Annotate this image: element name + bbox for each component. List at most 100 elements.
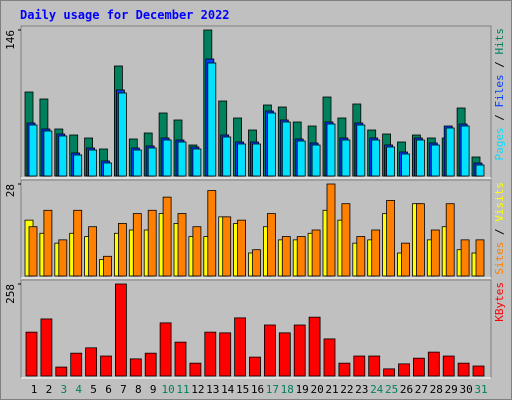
bar [144, 352, 157, 377]
bar [445, 127, 455, 177]
x-tick-label: 6 [105, 383, 112, 396]
bar [356, 124, 366, 177]
x-tick-label: 21 [325, 383, 338, 396]
bar [475, 239, 485, 277]
bar [371, 229, 381, 277]
x-tick-label: 23 [355, 383, 368, 396]
bar [40, 318, 53, 377]
bar [43, 130, 53, 177]
bar [174, 341, 187, 377]
y-tick-label: 146 [4, 30, 17, 50]
bar [237, 143, 247, 177]
x-tick-label: 3 [60, 383, 67, 396]
y-tick-label: 258 [4, 284, 17, 304]
x-tick-label: 30 [459, 383, 472, 396]
x-tick-label: 27 [415, 383, 428, 396]
bar [88, 226, 97, 277]
bar [308, 316, 321, 377]
x-tick-label: 20 [310, 383, 323, 396]
bar [162, 196, 172, 277]
bar [25, 331, 38, 377]
bar [326, 123, 336, 177]
bar [323, 338, 336, 377]
legend-separator: / [493, 222, 506, 242]
bar [177, 141, 187, 177]
bar [386, 146, 396, 177]
bar [58, 135, 68, 177]
legend-separator: / [493, 108, 506, 128]
x-tick-label: 29 [445, 383, 458, 396]
bar [103, 255, 112, 277]
bar [192, 148, 202, 177]
bar [43, 209, 53, 277]
bar [252, 143, 261, 177]
x-tick-label: 18 [281, 383, 294, 396]
bar [132, 213, 142, 277]
bar [430, 229, 440, 277]
bar [28, 124, 38, 177]
bar [311, 144, 321, 177]
bar [281, 236, 291, 277]
bar [177, 213, 187, 277]
legend: Pages / Files / Hits [493, 28, 506, 161]
bar [311, 229, 321, 277]
bar [353, 355, 366, 377]
bar [73, 154, 83, 177]
bar [204, 331, 217, 377]
x-tick-label: 24 [370, 383, 384, 396]
bar [252, 249, 261, 277]
bar [442, 355, 455, 377]
legend-entry: KBytes [493, 282, 506, 322]
bar [472, 365, 485, 377]
legend-separator: / [493, 55, 506, 75]
bar [460, 239, 470, 277]
bar [401, 242, 410, 277]
bar [115, 283, 127, 377]
x-tick-label: 5 [90, 383, 97, 396]
bar [266, 213, 276, 277]
bar [341, 139, 351, 177]
x-tick-label: 12 [191, 383, 204, 396]
x-tick-label: 2 [46, 383, 53, 396]
y-tick-label: 28 [4, 184, 17, 197]
legend: Sites / Visits [493, 182, 506, 275]
bar [237, 219, 247, 277]
x-tick-label: 26 [400, 383, 413, 396]
x-tick-label: 7 [120, 383, 127, 396]
bar [88, 149, 97, 177]
bar [293, 324, 306, 377]
bar [222, 216, 232, 277]
bar [427, 351, 440, 377]
bar [415, 139, 425, 177]
bar [70, 352, 83, 377]
bar [207, 190, 217, 277]
bar [85, 347, 97, 377]
x-tick-label: 13 [206, 383, 219, 396]
x-tick-label: 1 [31, 383, 38, 396]
x-tick-label: 10 [161, 383, 174, 396]
legend-entry: Sites [493, 242, 506, 275]
bar [263, 324, 276, 377]
bar [412, 357, 425, 377]
x-tick-label: 17 [266, 383, 279, 396]
bar [222, 136, 232, 177]
bar [383, 368, 396, 377]
x-tick-label: 11 [176, 383, 189, 396]
bar [58, 239, 68, 277]
chart-title: Daily usage for December 2022 [20, 8, 230, 22]
bar [234, 317, 247, 377]
bar [129, 358, 142, 377]
bar [73, 209, 83, 277]
bar [159, 322, 172, 377]
bar [266, 112, 276, 177]
bar [338, 362, 351, 377]
bar [281, 121, 291, 177]
bar [386, 200, 396, 277]
bar [207, 62, 217, 177]
x-tick-label: 14 [221, 383, 235, 396]
bar [189, 362, 202, 377]
bar [132, 149, 142, 177]
bar [118, 223, 127, 277]
legend-entry: Pages [493, 127, 506, 160]
bar [28, 226, 38, 277]
